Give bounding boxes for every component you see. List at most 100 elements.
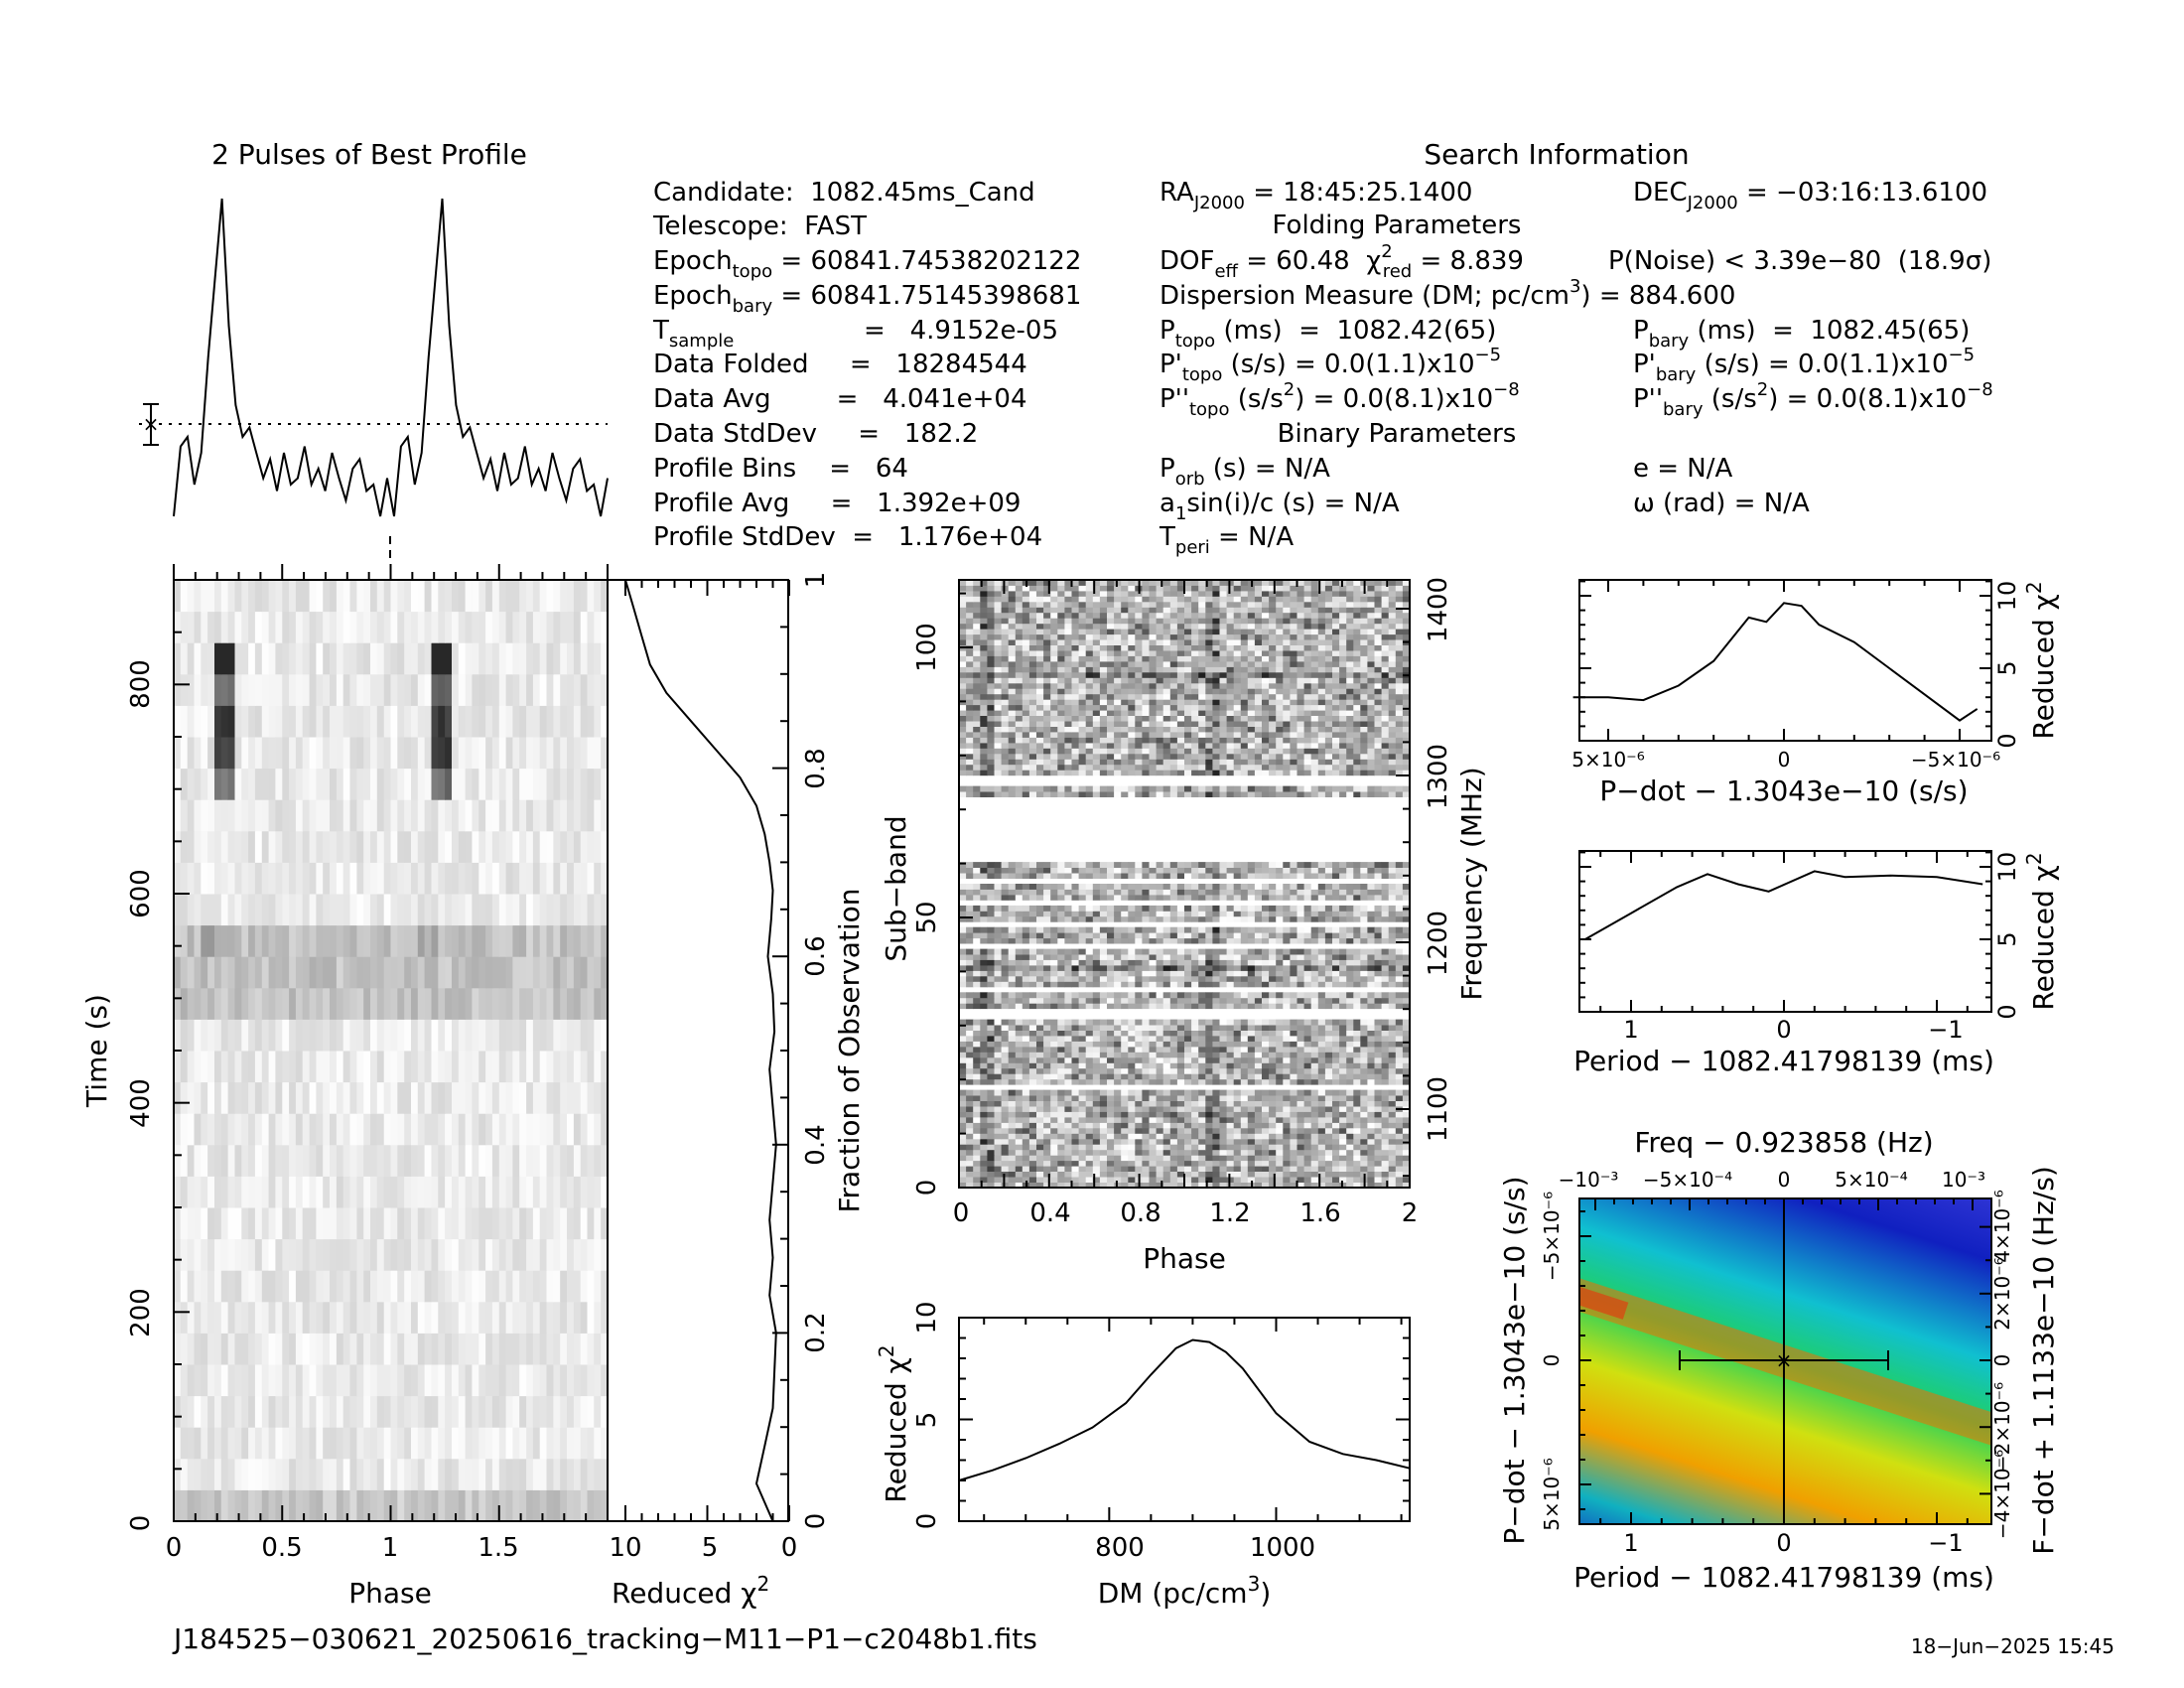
waterfall-cell (248, 1395, 256, 1428)
subband-cell (1176, 1149, 1185, 1156)
subband-cell (1198, 1100, 1206, 1107)
subband-cell (1402, 1046, 1411, 1053)
subband-cell (1128, 992, 1136, 999)
subband-cell (1247, 1160, 1256, 1167)
waterfall-cell (220, 1333, 229, 1365)
waterfall-cell (349, 1333, 357, 1365)
subband-cell (959, 1111, 967, 1118)
waterfall-cell (268, 924, 276, 957)
subband-cell (1254, 1041, 1263, 1048)
waterfall-cell (180, 1458, 189, 1490)
waterfall-cell (587, 1113, 595, 1146)
waterfall-cell (505, 1270, 513, 1303)
subband-cell (1156, 954, 1164, 960)
waterfall-cell (573, 737, 582, 770)
subband-cell (1198, 1111, 1206, 1118)
subband-cell (1233, 1036, 1242, 1042)
subband-cell (1388, 1062, 1397, 1069)
subband-cell (1388, 915, 1397, 922)
waterfall-cell (438, 1333, 446, 1365)
waterfall-cell (560, 987, 568, 1020)
waterfall-cell (411, 1333, 419, 1365)
subband-cell (1121, 1177, 1129, 1183)
waterfall-cell (187, 1051, 195, 1083)
subband-cell (1114, 1117, 1122, 1123)
subband-cell (1114, 1025, 1122, 1031)
subband-cell (1374, 926, 1382, 933)
subband-cell (1149, 1177, 1157, 1183)
waterfall-cell (445, 737, 453, 770)
subband-cell (1247, 1155, 1256, 1162)
subband-cell (1205, 1182, 1213, 1189)
subband-cell (1015, 981, 1024, 988)
waterfall-cell (519, 1489, 527, 1522)
subband-cell (1099, 1117, 1108, 1123)
subband-cell (1332, 1095, 1340, 1101)
subband-cell (959, 992, 967, 999)
waterfall-cell (519, 673, 527, 706)
subband-cell (1310, 1166, 1319, 1172)
waterfall-cell (234, 611, 242, 643)
subband-cell (1107, 1095, 1115, 1101)
subband-cell (1142, 970, 1150, 977)
subband-cell (1212, 1095, 1220, 1101)
subband-cell (1149, 1089, 1157, 1096)
subband-cell (1388, 997, 1397, 1004)
waterfall-cell (289, 1113, 297, 1146)
subband-cell (1149, 1166, 1157, 1172)
subband-cell (1008, 948, 1017, 955)
waterfall-cell (526, 1144, 534, 1177)
waterfall-cell (201, 956, 208, 989)
subband-cell (1114, 1144, 1122, 1151)
subband-cell (1057, 937, 1065, 944)
waterfall-cell (275, 1395, 283, 1428)
subband-cell (1022, 932, 1030, 939)
waterfall-cell (234, 1427, 242, 1460)
subband-cell (1374, 915, 1382, 922)
subband-cell (1142, 1041, 1150, 1048)
subband-cell (1303, 1025, 1312, 1031)
waterfall-cell (472, 924, 479, 957)
subband-cell (1388, 1100, 1397, 1107)
subband-cell (1219, 915, 1227, 922)
subband-cell (1297, 954, 1304, 960)
subband-cell (1303, 1036, 1312, 1042)
waterfall-cell (248, 1301, 256, 1334)
waterfall-cell (356, 956, 364, 989)
waterfall-cell (601, 1489, 609, 1522)
subband-cell (1346, 911, 1354, 917)
subband-cell (980, 1171, 988, 1178)
waterfall-cell (491, 1427, 500, 1460)
waterfall-cell (234, 1051, 242, 1083)
subband-cell (1015, 1041, 1024, 1048)
subband-cell (1022, 1041, 1030, 1048)
subband-cell (1240, 1062, 1249, 1069)
subband-cell (1360, 1144, 1368, 1151)
subband-cell (1254, 1106, 1263, 1112)
waterfall-cell (302, 1364, 310, 1397)
subband-cell (1353, 965, 1361, 971)
waterfall-cell (241, 611, 249, 643)
subband-cell (1254, 1149, 1263, 1156)
waterfall-cell (465, 1019, 473, 1052)
subband-cell (1149, 970, 1157, 977)
subband-cell (1121, 997, 1129, 1004)
subband-cell (1085, 915, 1094, 922)
subband-cell (1226, 1062, 1235, 1069)
subband-cell (1339, 1160, 1347, 1167)
subband-cell (1028, 937, 1037, 944)
subband-cell (1064, 1149, 1072, 1156)
subband-cell (1269, 1030, 1277, 1037)
subband-cell (1057, 926, 1065, 933)
waterfall-cell (452, 1051, 460, 1083)
waterfall-cell (174, 799, 182, 832)
subband-cell (1043, 1100, 1051, 1107)
subband-cell (1085, 1052, 1094, 1058)
waterfall-cell (376, 642, 385, 675)
subband-cell (1276, 992, 1284, 999)
subband-cell (1254, 1177, 1263, 1183)
subband-cell (1247, 937, 1256, 944)
subband-cell (1015, 911, 1024, 917)
waterfall-cell (397, 1333, 405, 1365)
subband-cell (1283, 970, 1291, 977)
